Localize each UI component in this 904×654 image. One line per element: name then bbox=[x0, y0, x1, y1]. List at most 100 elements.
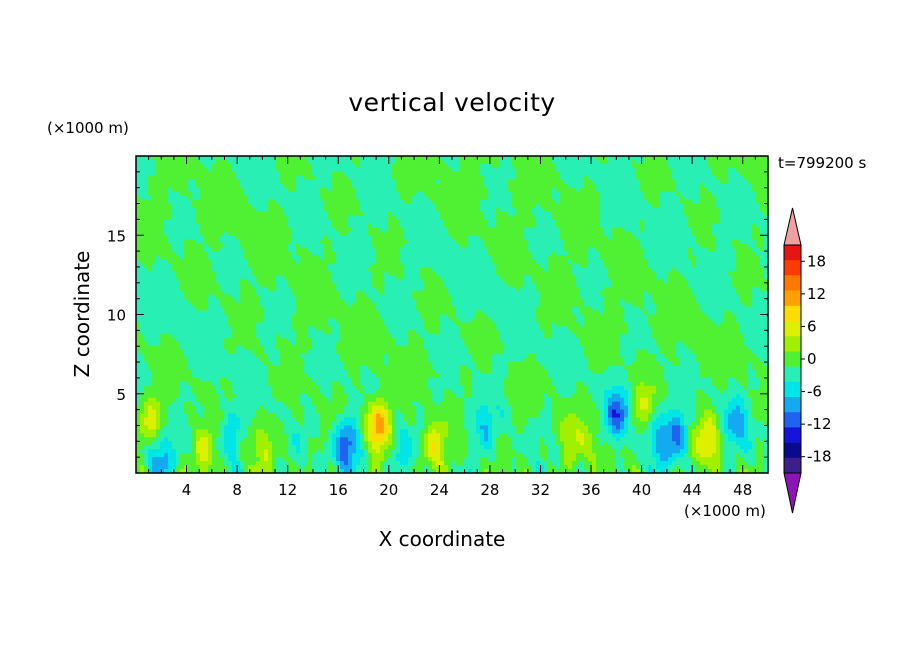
field-cell bbox=[428, 259, 433, 264]
field-cell bbox=[580, 247, 585, 252]
field-cell bbox=[468, 191, 473, 197]
field-cell bbox=[172, 179, 177, 185]
field-cell bbox=[496, 262, 501, 268]
field-cell bbox=[680, 191, 685, 197]
field-cell bbox=[476, 167, 481, 173]
field-cell bbox=[564, 227, 569, 232]
field-cell bbox=[468, 259, 473, 264]
field-cell bbox=[436, 235, 441, 240]
field-cell bbox=[168, 231, 173, 236]
field-cell bbox=[368, 167, 373, 173]
field-cell bbox=[252, 195, 257, 201]
field-cell bbox=[536, 223, 541, 228]
field-cell bbox=[728, 183, 733, 189]
field-cell bbox=[676, 175, 681, 181]
field-cell bbox=[500, 227, 505, 232]
field-cell bbox=[728, 223, 733, 228]
field-cell bbox=[632, 215, 637, 220]
field-cell bbox=[568, 183, 573, 189]
field-cell bbox=[448, 231, 453, 236]
field-cell bbox=[152, 255, 157, 260]
field-cell bbox=[160, 270, 165, 276]
field-cell bbox=[380, 247, 385, 252]
field-cell bbox=[212, 278, 217, 284]
field-cell bbox=[664, 262, 669, 268]
field-cell bbox=[408, 239, 413, 244]
field-cell bbox=[756, 255, 761, 260]
field-cell bbox=[348, 207, 353, 213]
field-cell bbox=[144, 156, 149, 161]
field-cell bbox=[708, 167, 713, 173]
field-cell bbox=[704, 270, 709, 276]
field-cell bbox=[448, 203, 453, 209]
field-cell bbox=[708, 219, 713, 224]
field-cell bbox=[580, 207, 585, 213]
field-cell bbox=[596, 266, 601, 272]
field-cell bbox=[248, 266, 253, 272]
field-cell bbox=[432, 219, 437, 224]
field-cell bbox=[264, 215, 269, 220]
field-cell bbox=[692, 259, 697, 264]
field-cell bbox=[644, 183, 649, 189]
field-cell bbox=[528, 191, 533, 197]
field-cell bbox=[672, 266, 677, 272]
field-cell bbox=[668, 274, 673, 280]
field-cell bbox=[176, 191, 181, 197]
field-cell bbox=[420, 219, 425, 224]
field-cell bbox=[192, 191, 197, 197]
field-cell bbox=[628, 235, 633, 240]
field-cell bbox=[180, 207, 185, 213]
field-cell bbox=[188, 278, 193, 284]
field-cell bbox=[616, 255, 621, 260]
field-cell bbox=[188, 203, 193, 209]
field-cell bbox=[164, 274, 169, 280]
field-cell bbox=[736, 270, 741, 276]
field-cell bbox=[628, 231, 633, 236]
field-cell bbox=[564, 179, 569, 185]
field-cell bbox=[568, 219, 573, 224]
field-cell bbox=[464, 239, 469, 244]
field-cell bbox=[736, 191, 741, 197]
field-cell bbox=[388, 223, 393, 228]
field-cell bbox=[164, 227, 169, 232]
field-cell bbox=[540, 183, 545, 189]
field-cell bbox=[600, 199, 605, 205]
field-cell bbox=[496, 219, 501, 224]
field-cell bbox=[216, 171, 221, 177]
field-cell bbox=[396, 239, 401, 244]
field-cell bbox=[144, 171, 149, 177]
field-cell bbox=[724, 219, 729, 224]
field-cell bbox=[416, 215, 421, 220]
field-cell bbox=[476, 274, 481, 280]
field-cell bbox=[676, 259, 681, 264]
field-cell bbox=[408, 247, 413, 252]
field-cell bbox=[224, 255, 229, 260]
field-cell bbox=[388, 274, 393, 280]
field-cell bbox=[408, 171, 413, 177]
field-cell bbox=[672, 179, 677, 185]
field-cell bbox=[440, 211, 445, 217]
field-cell bbox=[516, 262, 521, 268]
field-cell bbox=[408, 183, 413, 189]
field-cell bbox=[740, 270, 745, 276]
field-cell bbox=[232, 215, 237, 220]
field-cell bbox=[720, 243, 725, 248]
field-cell bbox=[356, 183, 361, 189]
field-cell bbox=[260, 266, 265, 272]
field-cell bbox=[684, 239, 689, 244]
field-cell bbox=[744, 235, 749, 240]
field-cell bbox=[348, 274, 353, 280]
field-cell bbox=[408, 251, 413, 256]
field-cell bbox=[372, 266, 377, 272]
field-cell bbox=[520, 175, 525, 181]
field-cell bbox=[476, 239, 481, 244]
field-cell bbox=[704, 175, 709, 181]
field-cell bbox=[276, 195, 281, 201]
field-cell bbox=[588, 262, 593, 268]
field-cell bbox=[744, 183, 749, 189]
field-cell bbox=[612, 259, 617, 264]
field-cell bbox=[140, 262, 145, 268]
field-cell bbox=[584, 227, 589, 232]
field-cell bbox=[508, 266, 513, 272]
field-cell bbox=[688, 262, 693, 268]
